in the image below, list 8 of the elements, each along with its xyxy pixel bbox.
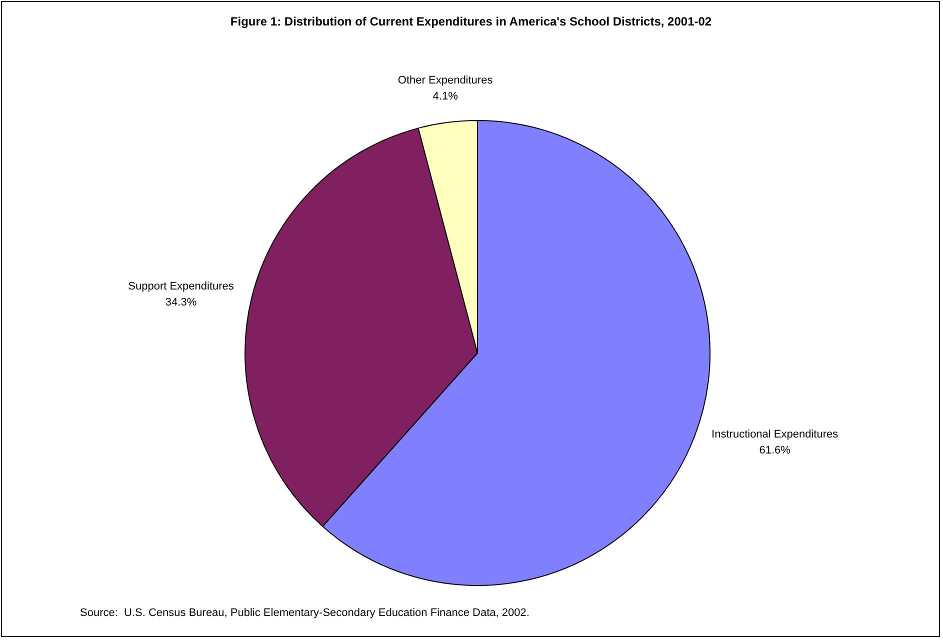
data-label: 4.1%	[432, 90, 458, 103]
slice-label: Support Expenditures	[128, 280, 234, 293]
data-label: 34.3%	[165, 296, 197, 309]
data-label: 61.6%	[759, 444, 791, 456]
slice-label: Instructional Expenditures	[712, 428, 839, 440]
slice-label: Other Expenditures	[398, 74, 494, 87]
source-note: Source: U.S. Census Bureau, Public Elementary-Secondary Education Finance Data, 2002.	[80, 607, 530, 620]
chart-title: Figure 1: Distribution of Current Expenditures in America's School Districts, 2001-02	[230, 14, 712, 28]
